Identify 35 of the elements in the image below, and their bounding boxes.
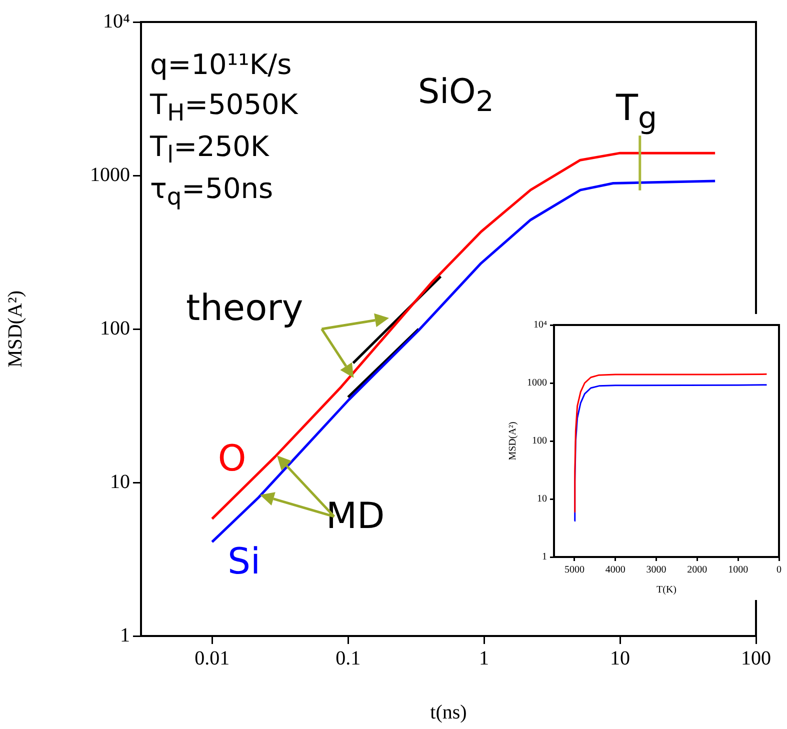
series-label: Si	[228, 541, 261, 582]
annotation: T$_{H}$=5050K	[150, 88, 298, 127]
series-label: O	[218, 438, 246, 480]
annotation: SiO$_{2}$	[418, 72, 494, 118]
x-tick-label: 0.1	[336, 647, 361, 670]
annotation: T$_{l}$=250K	[150, 130, 269, 169]
y-axis-title: MSD(A²)	[508, 422, 519, 460]
annotation: q=10¹¹K/s	[150, 48, 292, 81]
y-tick-label: 1	[542, 552, 547, 563]
y-tick-label: 1	[120, 624, 130, 646]
annotation: τ$_{q}$=50ns	[150, 172, 274, 211]
annotation: T$_{g}$	[616, 88, 658, 136]
y-tick-label: 100	[100, 317, 130, 340]
x-tick-label: 0.01	[194, 647, 230, 670]
x-axis-title: t(ns)	[430, 701, 467, 724]
annotation: theory	[186, 288, 304, 329]
x-tick-label: 100	[741, 647, 771, 670]
x-tick-label: 5000	[564, 564, 584, 576]
x-tick-label: 0	[776, 564, 782, 576]
x-tick-label: 1	[479, 647, 490, 670]
x-tick-label: 1000	[728, 564, 748, 576]
y-tick-label: 10	[110, 470, 130, 493]
x-axis-title: T(K)	[656, 584, 676, 596]
y-tick-label: 10	[537, 494, 547, 505]
y-axis-title: MSD(A²)	[4, 290, 26, 368]
y-tick-label: 1000	[90, 164, 130, 186]
x-tick-label: 4000	[605, 564, 626, 576]
y-tick-label: 100	[532, 436, 547, 447]
y-tick-label: 10⁴	[103, 10, 130, 32]
y-tick-label: 10⁴	[534, 320, 548, 331]
y-tick-label: 1000	[527, 378, 547, 389]
x-tick-label: 3000	[646, 564, 666, 576]
x-tick-label: 2000	[687, 564, 708, 576]
x-tick-label: 10	[610, 647, 630, 670]
annotation: MD	[326, 496, 385, 537]
